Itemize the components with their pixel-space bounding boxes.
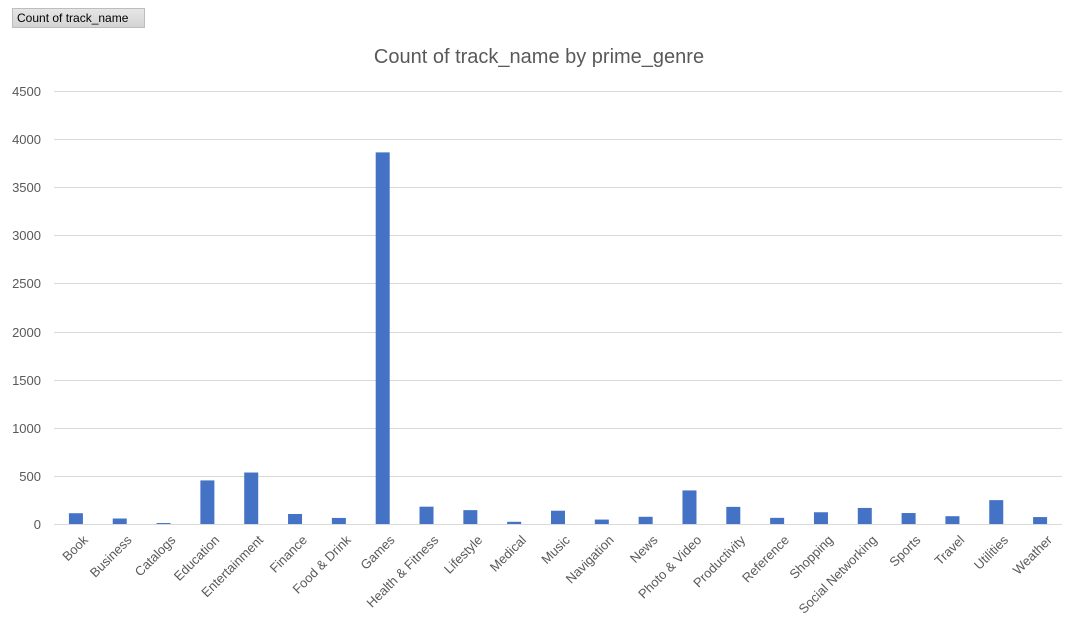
x-tick-label: Social Networking <box>796 532 880 616</box>
x-tick-label: Lifestyle <box>441 532 485 576</box>
y-tick-label: 2500 <box>12 276 41 291</box>
bar <box>244 472 259 524</box>
bar <box>594 519 609 524</box>
bar <box>68 513 83 524</box>
gridlines <box>54 91 1062 525</box>
x-axis: BookBusinessCatalogsEducationEntertainme… <box>59 532 1055 617</box>
x-tick-label: Music <box>538 532 573 567</box>
x-tick-label: Utilities <box>971 532 1012 573</box>
bar <box>112 518 127 524</box>
x-tick-label: Business <box>87 532 135 580</box>
bar <box>463 510 478 524</box>
bar <box>770 517 785 524</box>
y-tick-label: 2000 <box>12 325 41 340</box>
x-tick-label: Travel <box>932 532 968 568</box>
x-tick-label: Navigation <box>563 532 617 586</box>
y-tick-label: 3000 <box>12 228 41 243</box>
bar <box>989 500 1004 524</box>
bars <box>68 152 1048 524</box>
x-tick-label: News <box>627 532 661 566</box>
y-tick-label: 1000 <box>12 421 41 436</box>
bar <box>331 517 346 524</box>
x-tick-label: Book <box>59 532 91 564</box>
x-tick-label: Sports <box>886 532 924 570</box>
y-tick-label: 4500 <box>12 84 41 99</box>
y-tick-label: 0 <box>34 517 41 532</box>
y-tick-label: 4000 <box>12 132 41 147</box>
x-tick-label: Reference <box>739 532 792 585</box>
bar <box>507 521 522 524</box>
pivot-field-button[interactable]: Count of track_name <box>12 8 145 28</box>
y-tick-label: 500 <box>19 469 41 484</box>
x-tick-label: Games <box>357 532 398 573</box>
bar <box>200 480 215 524</box>
chart-title: Count of track_name by prime_genre <box>374 46 704 68</box>
x-tick-label: Weather <box>1010 532 1056 578</box>
y-axis: 0 500 1000 1500 2000 2500 3000 3500 4000 4500 <box>12 84 41 532</box>
y-tick-label: 3500 <box>12 180 41 195</box>
bar <box>288 513 303 524</box>
bar <box>813 512 828 524</box>
bar <box>156 523 171 524</box>
bar <box>857 507 872 524</box>
bar <box>945 516 960 524</box>
x-tick-label: Medical <box>487 532 529 574</box>
x-tick-label: Finance <box>267 532 310 575</box>
bar <box>419 506 434 524</box>
bar <box>682 490 697 524</box>
bar <box>375 152 390 524</box>
bar <box>551 510 565 524</box>
bar <box>638 516 653 524</box>
bar <box>1033 517 1048 524</box>
y-tick-label: 1500 <box>12 373 41 388</box>
bar <box>726 506 741 524</box>
bar <box>901 513 916 524</box>
